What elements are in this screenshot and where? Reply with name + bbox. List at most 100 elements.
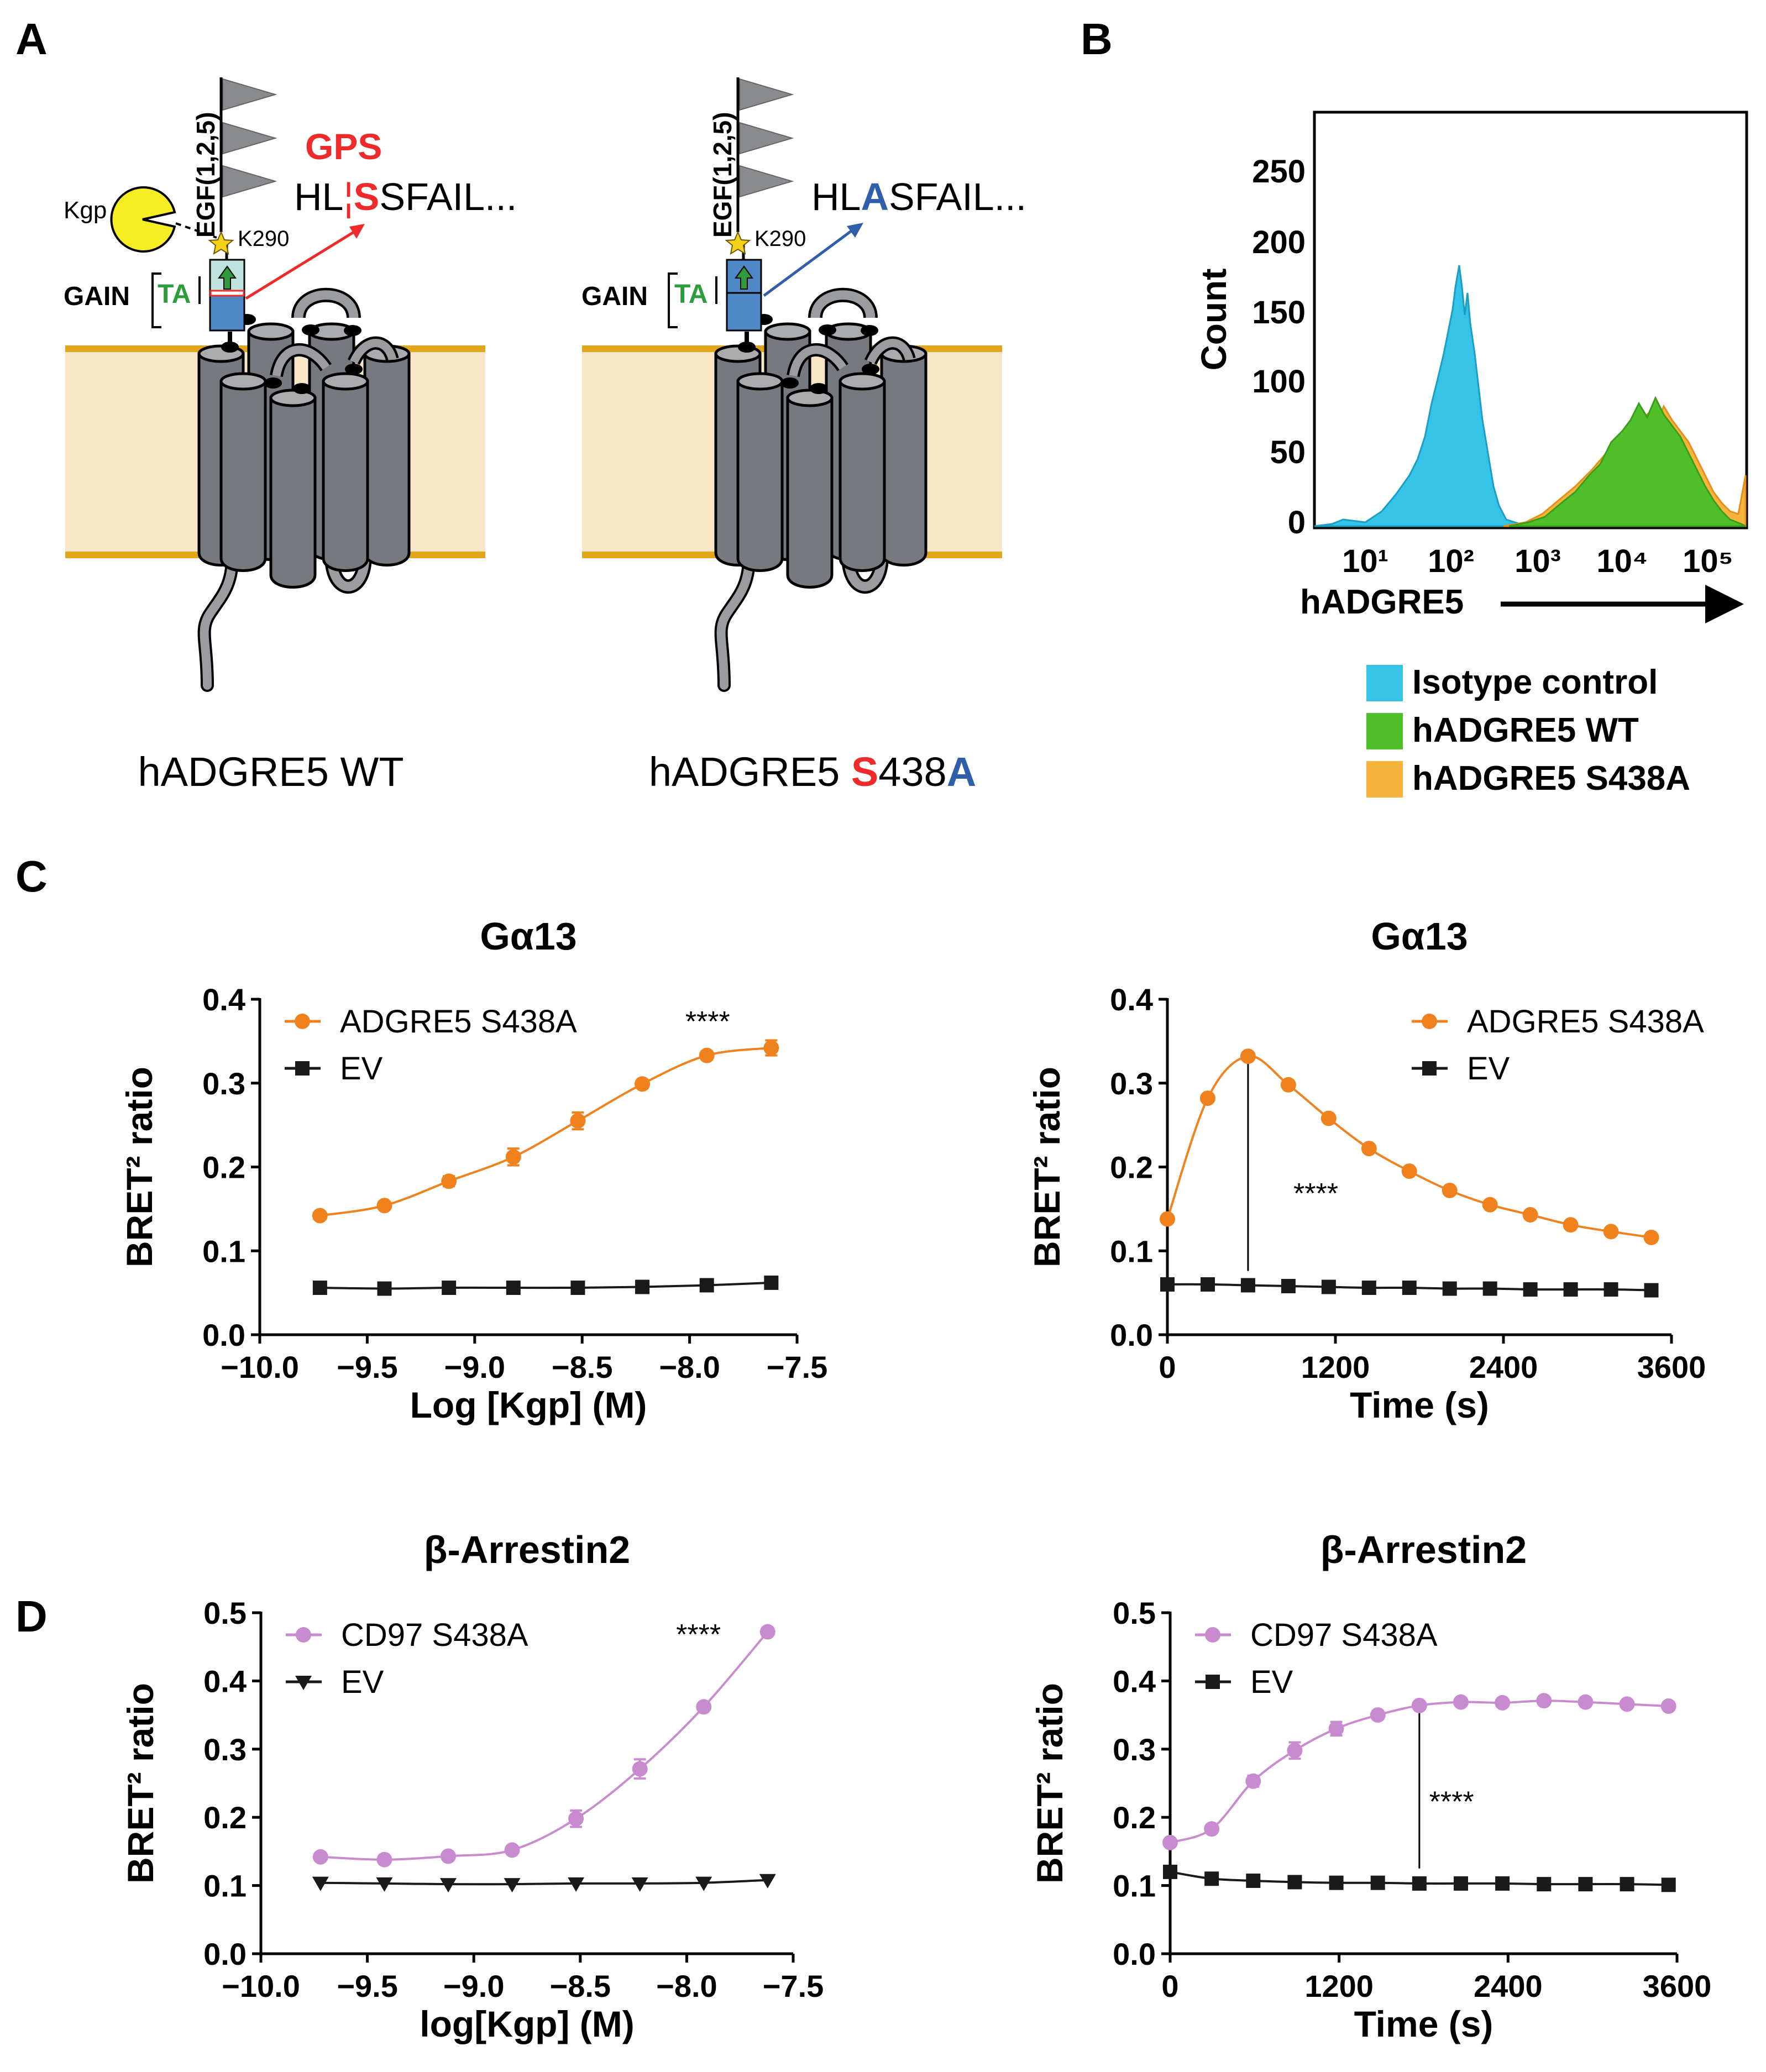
panel-label-a: A xyxy=(15,14,48,64)
flow-yticks: 0 50 100 150 200 250 xyxy=(1252,154,1306,541)
data-point xyxy=(376,1877,393,1892)
gain-label-mut: GAIN xyxy=(581,282,648,311)
legend-marker xyxy=(295,1061,310,1076)
significance-annotation: **** xyxy=(676,1619,721,1651)
k290-label-wt: K290 xyxy=(238,227,289,251)
data-point xyxy=(1199,1090,1215,1106)
x-tick-label: −9.5 xyxy=(337,1969,398,2003)
significance-annotation: **** xyxy=(1293,1178,1338,1210)
y-tick-label: 0.3 xyxy=(1110,1066,1153,1101)
receptor-wt xyxy=(197,77,411,692)
x-tick-label: −7.5 xyxy=(763,1969,824,2003)
x-tick-label: 2400 xyxy=(1474,1969,1543,2003)
series-line xyxy=(320,1879,768,1886)
chart-d-left: β-Arrestin2 0.0 0.1 0.2 0.3 0.4 0.5 −10.0 −9.5 −9… xyxy=(120,1528,824,2044)
y-axis-label: BRET² ratio xyxy=(120,1683,161,1884)
y-tick-label: 0.5 xyxy=(1113,1596,1156,1630)
data-point xyxy=(1204,1821,1220,1837)
x-tick-label: −8.5 xyxy=(550,1969,611,2003)
flow-xtick: 10¹ xyxy=(1342,543,1388,579)
data-point xyxy=(1537,1877,1552,1892)
data-point xyxy=(635,1279,650,1294)
data-point xyxy=(696,1699,712,1715)
data-point xyxy=(568,1877,585,1892)
x-tick-label: 1200 xyxy=(1304,1969,1374,2003)
data-point xyxy=(1328,1720,1344,1737)
data-point xyxy=(1281,1278,1296,1293)
wt-arrow-head xyxy=(349,224,365,239)
flow-legend: Isotype control hADGRE5 WT hADGRE5 S438A xyxy=(1366,663,1690,798)
x-tick-label: −8.0 xyxy=(659,1350,720,1384)
data-point xyxy=(312,1281,327,1295)
data-point xyxy=(635,1076,651,1092)
y-tick-label: 0.3 xyxy=(1113,1732,1156,1767)
data-point xyxy=(1321,1279,1336,1294)
mut-arrow xyxy=(763,229,852,297)
data-point xyxy=(759,1624,775,1640)
data-point xyxy=(1578,1877,1593,1892)
data-point xyxy=(1495,1876,1510,1891)
data-point xyxy=(1320,1110,1337,1126)
data-point xyxy=(1245,1773,1261,1789)
data-point xyxy=(1401,1163,1417,1179)
flow-xtick: 10⁴ xyxy=(1596,543,1648,579)
flow-axis-arrow-head xyxy=(1705,585,1744,623)
flow-ytick: 150 xyxy=(1252,295,1306,331)
y-tick-label: 0.4 xyxy=(203,1664,247,1698)
y-axis-label: BRET² ratio xyxy=(1029,1683,1070,1884)
legend-marker xyxy=(295,1014,310,1029)
data-point xyxy=(1204,1871,1219,1886)
legend-swatch-isotype xyxy=(1366,665,1403,701)
y-tick-label: 0.0 xyxy=(203,1937,247,1971)
legend-label-wt: hADGRE5 WT xyxy=(1412,711,1639,749)
chart-title: β-Arrestin2 xyxy=(1320,1528,1527,1571)
x-axis-label: Time (s) xyxy=(1350,1384,1489,1425)
data-point xyxy=(1660,1698,1676,1714)
panel-label-d: D xyxy=(15,1592,48,1641)
legend-label-isotype: Isotype control xyxy=(1412,663,1658,701)
egf-label-wt: EGF(1,2,5) xyxy=(191,112,220,238)
data-point xyxy=(1661,1877,1676,1892)
x-axis-label: Time (s) xyxy=(1354,2003,1493,2044)
series-line xyxy=(1166,1055,1652,1239)
wt-construct-label: hADGRE5 WT xyxy=(138,749,403,795)
legend-label: ADGRE5 S438A xyxy=(340,1004,577,1040)
legend-marker xyxy=(1422,1014,1437,1029)
data-point xyxy=(759,1874,776,1889)
data-point xyxy=(1442,1281,1457,1296)
data-point xyxy=(699,1047,715,1063)
data-point xyxy=(1402,1281,1417,1295)
chart-title: β-Arrestin2 xyxy=(424,1528,630,1571)
wt-sequence: HL¦SSFAIL... xyxy=(294,175,517,218)
k290-label-mut: K290 xyxy=(754,227,806,251)
x-tick-label: 2400 xyxy=(1469,1350,1538,1384)
data-point xyxy=(1287,1743,1303,1759)
mut-sequence: HLASFAIL... xyxy=(811,175,1026,218)
data-point xyxy=(1370,1875,1385,1890)
data-point xyxy=(1482,1281,1497,1296)
wt-arrow xyxy=(245,230,355,300)
data-point xyxy=(695,1876,712,1891)
y-tick-label: 0.0 xyxy=(1113,1937,1156,1971)
data-point xyxy=(1163,1864,1177,1879)
y-tick-label: 0.5 xyxy=(203,1596,247,1630)
legend-label: EV xyxy=(341,1664,384,1700)
data-point xyxy=(1603,1224,1619,1240)
x-tick-label: −8.5 xyxy=(552,1350,613,1384)
data-point xyxy=(1620,1877,1634,1892)
data-point xyxy=(1563,1282,1578,1297)
data-point xyxy=(1536,1693,1552,1709)
x-tick-label: 1200 xyxy=(1301,1350,1370,1384)
gain-label-wt: GAIN xyxy=(64,282,130,311)
x-tick-label: −9.0 xyxy=(443,1969,505,2003)
ta-label-wt: TA xyxy=(158,280,191,309)
x-tick-label: 3600 xyxy=(1637,1350,1706,1384)
data-point xyxy=(699,1278,714,1293)
data-point xyxy=(504,1878,521,1893)
y-axis-label: BRET² ratio xyxy=(1026,1067,1067,1267)
gps-label: GPS xyxy=(305,126,382,167)
data-point xyxy=(1619,1696,1635,1712)
data-point xyxy=(439,1878,457,1893)
data-point xyxy=(442,1281,457,1295)
y-axis-label: BRET² ratio xyxy=(119,1067,160,1267)
